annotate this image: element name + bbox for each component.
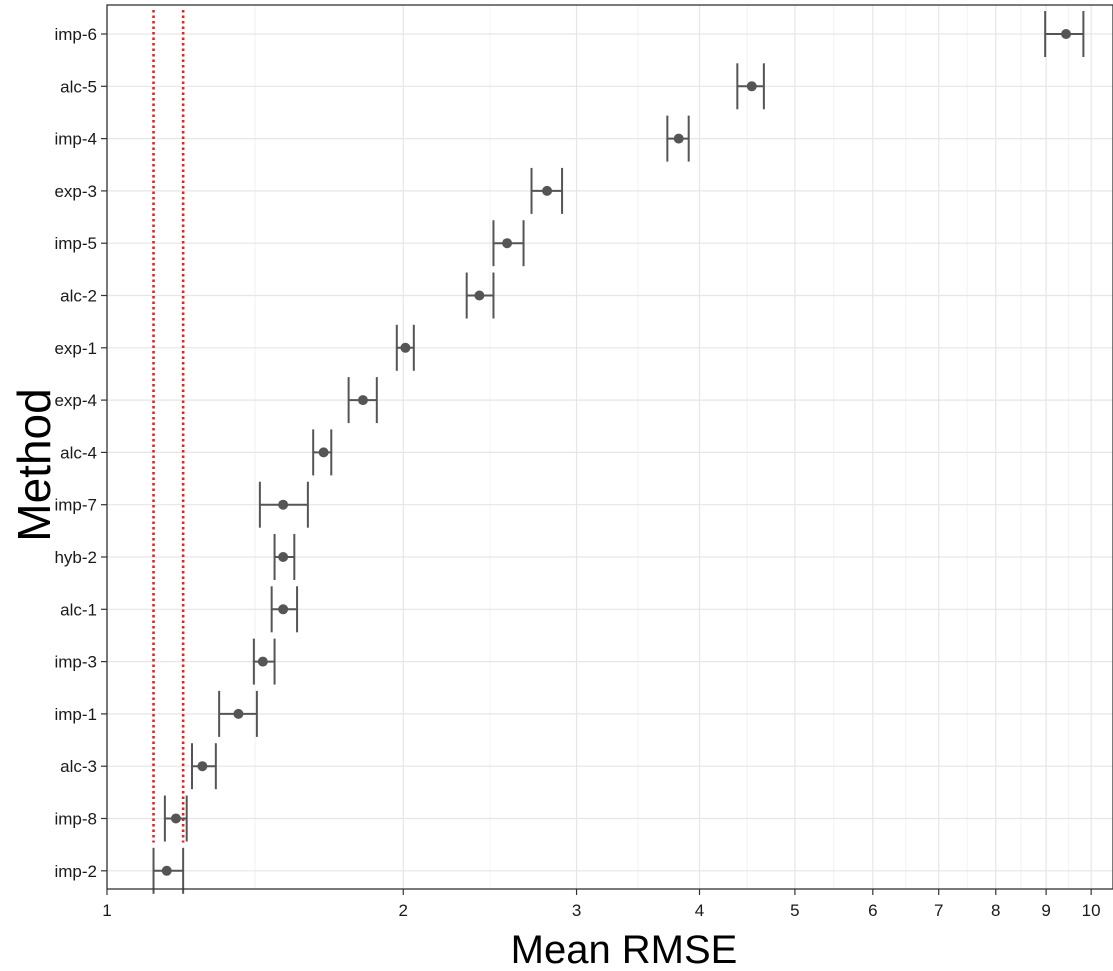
- point-alc-5: [746, 81, 757, 92]
- point-imp-7: [278, 499, 289, 510]
- y-tick-label: alc-5: [60, 77, 97, 96]
- data-marks: [152, 11, 1085, 894]
- errorbar-imp-1: [218, 690, 258, 737]
- x-tick-label: 3: [572, 901, 581, 920]
- x-tick-label: 5: [790, 901, 799, 920]
- reference-lines: [152, 10, 185, 843]
- point-exp-3: [542, 185, 553, 196]
- y-tick-label: exp-3: [54, 182, 97, 201]
- point-imp-2: [161, 865, 172, 876]
- x-tick-label: 4: [695, 901, 704, 920]
- y-tick-label: alc-2: [60, 287, 97, 306]
- point-alc-3: [197, 761, 208, 772]
- errorbar-exp-3: [530, 167, 564, 214]
- x-tick-label: 6: [868, 901, 877, 920]
- errorbar-imp-4: [666, 115, 690, 162]
- errorbar-exp-1: [395, 324, 415, 371]
- x-tick-label: 8: [991, 901, 1000, 920]
- errorbar-imp-2: [152, 847, 185, 894]
- errorbar-imp-5: [492, 220, 525, 267]
- point-exp-4: [357, 395, 368, 406]
- y-tick-label: imp-4: [54, 130, 97, 149]
- y-tick-label: exp-1: [54, 339, 97, 358]
- x-tick-label: 10: [1082, 901, 1101, 920]
- errorbar-alc-5: [736, 63, 765, 110]
- x-tick-label: 1: [102, 901, 111, 920]
- x-tick-label: 2: [399, 901, 408, 920]
- y-tick-label: imp-2: [54, 862, 97, 881]
- y-axis-title: Method: [8, 388, 60, 541]
- y-tick-label: exp-4: [54, 391, 97, 410]
- y-tick-label: imp-7: [54, 496, 97, 515]
- errorbar-alc-3: [190, 743, 217, 790]
- y-tick-label: alc-1: [60, 600, 97, 619]
- errorbar-alc-4: [312, 429, 333, 476]
- y-tick-label: imp-8: [54, 810, 97, 829]
- point-imp-1: [233, 708, 244, 719]
- y-tick-label: imp-6: [54, 25, 97, 44]
- y-tick-label: hyb-2: [54, 548, 97, 567]
- y-tick-label: alc-3: [60, 757, 97, 776]
- point-alc-4: [318, 447, 329, 458]
- x-axis-title: Mean RMSE: [511, 928, 738, 971]
- errorbar-imp-7: [258, 481, 309, 528]
- y-tick-label: imp-1: [54, 705, 97, 724]
- x-tick-label: 9: [1041, 901, 1050, 920]
- errorbar-exp-4: [347, 377, 378, 424]
- point-imp-4: [673, 133, 684, 144]
- y-axis: imp-6 alc-5 imp-4 exp-3 imp-5 alc-2 exp-1 exp-4…: [54, 25, 107, 881]
- errorbar-imp-8: [163, 795, 188, 842]
- y-tick-label: imp-3: [54, 653, 97, 672]
- point-imp-5: [502, 238, 513, 249]
- point-hyb-2: [278, 552, 289, 562]
- y-tick-label: imp-5: [54, 234, 97, 253]
- errorbar-imp-6: [1044, 11, 1085, 57]
- errorbar-alc-2: [465, 272, 495, 319]
- errorbar-imp-3: [252, 638, 276, 685]
- errorbar-hyb-2: [273, 534, 296, 580]
- point-alc-2: [474, 290, 485, 301]
- y-tick-label: alc-4: [60, 443, 97, 462]
- errorbar-alc-1: [270, 586, 299, 633]
- point-imp-8: [170, 813, 181, 824]
- grid: [106, 5, 1113, 889]
- point-exp-1: [400, 342, 411, 353]
- x-axis: 1 2 3 4 5 6 7 8 9 10: [102, 889, 1101, 920]
- point-alc-1: [278, 604, 289, 615]
- x-tick-label: 7: [934, 901, 943, 920]
- panel-border: [106, 4, 1113, 890]
- point-imp-3: [257, 656, 268, 667]
- point-imp-6: [1061, 29, 1072, 39]
